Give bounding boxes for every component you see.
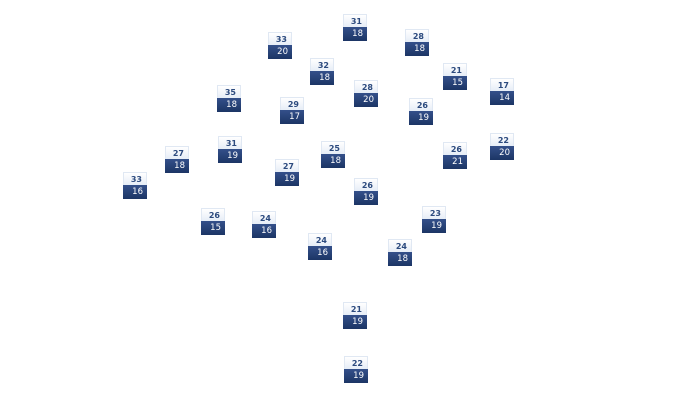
low-temperature: 16 (123, 185, 147, 199)
low-temperature: 21 (443, 155, 467, 169)
high-temperature: 24 (308, 233, 332, 246)
high-temperature: 32 (310, 58, 334, 71)
temperature-marker[interactable]: 28 18 (405, 29, 429, 56)
low-temperature: 19 (343, 315, 367, 329)
low-temperature: 17 (280, 110, 304, 124)
high-temperature: 29 (280, 97, 304, 110)
high-temperature: 22 (344, 356, 368, 369)
high-temperature: 26 (409, 98, 433, 111)
temperature-marker[interactable]: 25 18 (321, 141, 345, 168)
low-temperature: 19 (344, 369, 368, 383)
temperature-marker[interactable]: 27 19 (275, 159, 299, 186)
low-temperature: 20 (268, 45, 292, 59)
temperature-marker[interactable]: 24 16 (308, 233, 332, 260)
high-temperature: 28 (354, 80, 378, 93)
temperature-marker[interactable]: 26 19 (354, 178, 378, 205)
high-temperature: 28 (405, 29, 429, 42)
temperature-marker[interactable]: 28 20 (354, 80, 378, 107)
temperature-marker[interactable]: 17 14 (490, 78, 514, 105)
low-temperature: 18 (405, 42, 429, 56)
high-temperature: 24 (252, 211, 276, 224)
high-temperature: 22 (490, 133, 514, 146)
temperature-marker[interactable]: 26 21 (443, 142, 467, 169)
temperature-marker[interactable]: 29 17 (280, 97, 304, 124)
low-temperature: 18 (165, 159, 189, 173)
temperature-marker[interactable]: 22 19 (344, 356, 368, 383)
temperature-marker[interactable]: 33 20 (268, 32, 292, 59)
temperature-marker[interactable]: 26 19 (409, 98, 433, 125)
low-temperature: 18 (388, 252, 412, 266)
high-temperature: 21 (443, 63, 467, 76)
temperature-marker[interactable]: 31 19 (218, 136, 242, 163)
temperature-marker[interactable]: 32 18 (310, 58, 334, 85)
low-temperature: 19 (275, 172, 299, 186)
temperature-marker[interactable]: 24 16 (252, 211, 276, 238)
temperature-marker[interactable]: 22 20 (490, 133, 514, 160)
high-temperature: 31 (343, 14, 367, 27)
high-temperature: 17 (490, 78, 514, 91)
low-temperature: 16 (308, 246, 332, 260)
low-temperature: 14 (490, 91, 514, 105)
high-temperature: 26 (201, 208, 225, 221)
low-temperature: 18 (321, 154, 345, 168)
high-temperature: 27 (165, 146, 189, 159)
low-temperature: 20 (354, 93, 378, 107)
temperature-marker[interactable]: 35 18 (217, 85, 241, 112)
high-temperature: 21 (343, 302, 367, 315)
temperature-marker[interactable]: 23 19 (422, 206, 446, 233)
high-temperature: 23 (422, 206, 446, 219)
low-temperature: 20 (490, 146, 514, 160)
temperature-marker[interactable]: 31 18 (343, 14, 367, 41)
high-temperature: 33 (268, 32, 292, 45)
temperature-marker[interactable]: 26 15 (201, 208, 225, 235)
low-temperature: 18 (310, 71, 334, 85)
high-temperature: 31 (218, 136, 242, 149)
high-temperature: 27 (275, 159, 299, 172)
low-temperature: 18 (217, 98, 241, 112)
temperature-marker[interactable]: 24 18 (388, 239, 412, 266)
low-temperature: 16 (252, 224, 276, 238)
low-temperature: 19 (409, 111, 433, 125)
low-temperature: 19 (422, 219, 446, 233)
temperature-marker[interactable]: 21 19 (343, 302, 367, 329)
high-temperature: 25 (321, 141, 345, 154)
high-temperature: 24 (388, 239, 412, 252)
temperature-marker[interactable]: 33 16 (123, 172, 147, 199)
high-temperature: 35 (217, 85, 241, 98)
low-temperature: 15 (443, 76, 467, 90)
low-temperature: 18 (343, 27, 367, 41)
low-temperature: 15 (201, 221, 225, 235)
high-temperature: 26 (443, 142, 467, 155)
high-temperature: 26 (354, 178, 378, 191)
temperature-marker[interactable]: 27 18 (165, 146, 189, 173)
temperature-marker[interactable]: 21 15 (443, 63, 467, 90)
high-temperature: 33 (123, 172, 147, 185)
low-temperature: 19 (354, 191, 378, 205)
low-temperature: 19 (218, 149, 242, 163)
